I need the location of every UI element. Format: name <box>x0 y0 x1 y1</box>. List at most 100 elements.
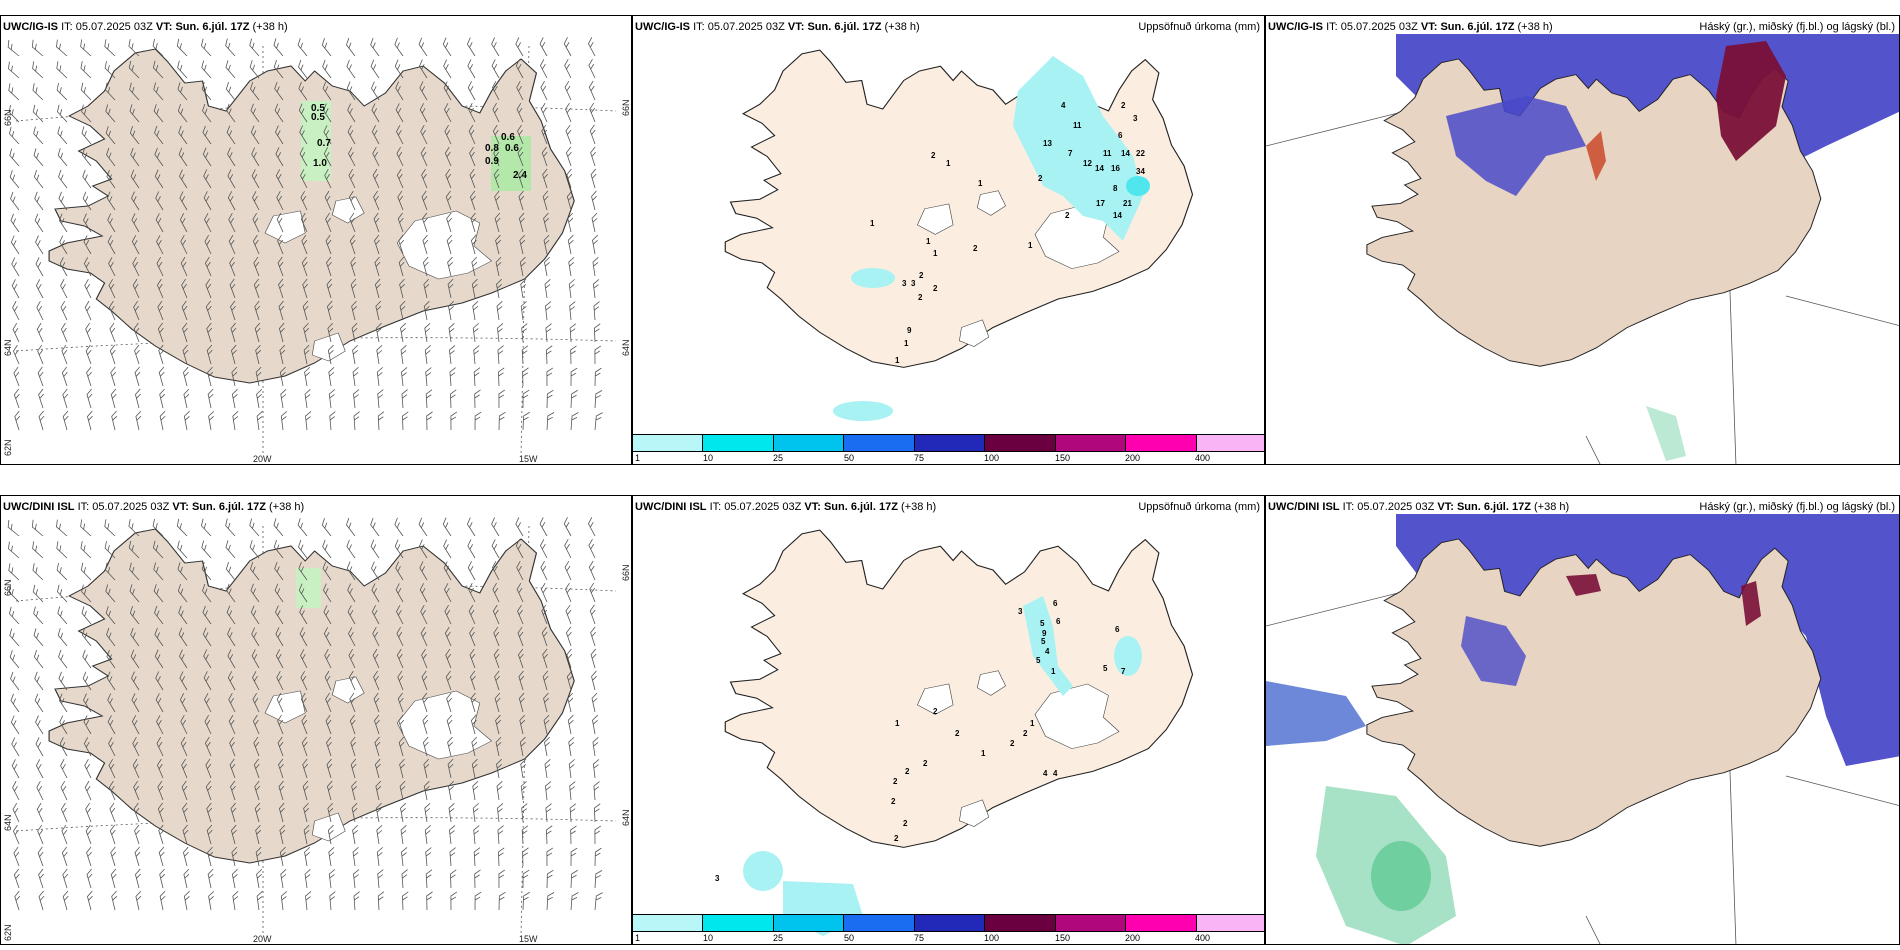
wind-barb <box>448 323 455 343</box>
wind-barb <box>473 367 481 387</box>
precip-amount: 2 <box>1010 739 1015 748</box>
wind-barb <box>37 366 44 387</box>
vt-value: Sun. 6.júl. 17Z <box>175 21 250 33</box>
wind-barb <box>275 147 284 167</box>
wind-barb <box>182 322 188 343</box>
wind-barb <box>349 212 356 233</box>
wind-barb <box>9 126 20 145</box>
wind-barb <box>34 191 44 211</box>
wind-barbs <box>7 37 603 431</box>
wind-barb <box>543 212 549 233</box>
wind-barb <box>205 278 212 299</box>
wind-barb <box>398 714 405 735</box>
wind-barb <box>13 846 20 867</box>
wind-barb <box>159 868 166 889</box>
vt-value: Sun. 6.júl. 17Z <box>1440 21 1515 33</box>
wind-barb <box>587 517 596 537</box>
wind-barb <box>594 825 602 845</box>
wind-barb <box>418 539 428 559</box>
wind-barb <box>569 301 576 321</box>
wind-barb <box>372 168 380 189</box>
wind-barb <box>57 126 68 145</box>
wind-barb <box>9 170 20 189</box>
wind-barb <box>468 583 476 603</box>
wind-barb <box>35 737 44 757</box>
wind-barb <box>82 169 92 189</box>
wind-barb <box>498 411 506 431</box>
wind-barb <box>180 736 188 757</box>
colorbar-tick: 1 <box>635 933 641 943</box>
wind-barb <box>278 758 284 779</box>
wind-barb <box>375 300 382 321</box>
wind-barb <box>59 715 68 735</box>
wind-barb <box>520 781 527 801</box>
wind-barb <box>10 191 20 211</box>
wind-barb <box>157 322 164 343</box>
wind-barb <box>522 847 529 867</box>
wind-barb <box>541 124 548 145</box>
wind-barb <box>492 124 500 145</box>
wind-barb <box>8 104 20 123</box>
wind-barb <box>228 714 236 735</box>
wind-barb <box>471 736 478 757</box>
wind-barb <box>254 300 261 321</box>
wind-barb <box>179 169 188 189</box>
wind-barb <box>34 671 44 691</box>
wind-barb <box>375 802 382 823</box>
lead-time: (+38 h) <box>900 501 937 513</box>
wind-barb <box>425 847 432 867</box>
vt-value: Sun. 6.júl. 17Z <box>1456 501 1531 513</box>
colorbar-segment <box>703 435 774 451</box>
wind-barb <box>324 649 332 669</box>
wind-barb <box>349 234 356 255</box>
wind-barb <box>396 146 404 167</box>
wind-barb <box>177 584 188 603</box>
wind-barb <box>371 81 380 101</box>
wind-barb <box>376 847 383 867</box>
precip-amount: 9 <box>1042 629 1047 638</box>
wind-barb <box>32 83 44 101</box>
wind-barb <box>36 781 44 801</box>
wind-barb <box>249 540 260 559</box>
wind-barb <box>418 59 428 79</box>
high-cloud-area <box>1446 96 1586 196</box>
wind-barb <box>297 38 308 57</box>
wind-barb <box>516 81 524 101</box>
wind-barb <box>110 388 117 409</box>
wind-barb <box>38 410 45 431</box>
wind-barb <box>450 869 457 889</box>
wind-barb <box>13 868 20 889</box>
wind-barb <box>450 891 458 911</box>
it-value: 05.07.2025 03Z <box>707 21 785 33</box>
wind-barb <box>280 868 287 889</box>
wind-panel-ig-is: 0.5 0.5 0.7 1.0 0.6 0.8 0.6 0.9 2.4 UWC/… <box>0 15 632 465</box>
wind-barb <box>371 561 380 581</box>
map-grid-line <box>15 337 617 352</box>
wind-barb <box>352 344 359 365</box>
panel-title: Uppsöfnuð úrkoma (mm) <box>1138 501 1260 513</box>
wind-barb <box>349 714 356 735</box>
precip-amount: 13 <box>1043 139 1052 148</box>
wind-barb <box>183 868 190 889</box>
wind-barb <box>273 60 284 79</box>
wind-barb <box>449 367 456 387</box>
wind-barb <box>301 234 308 255</box>
precip-area <box>1013 56 1143 241</box>
wind-barb <box>7 39 20 57</box>
lat-label: 64N <box>3 339 13 356</box>
precip-amount: 5 <box>1040 619 1045 628</box>
precip-amount: 6 <box>1053 599 1058 608</box>
colorbar-ticks: 1 10 25 50 75 100 150 200 400 <box>633 933 1264 944</box>
wind-barb <box>589 582 596 603</box>
wind-barb <box>401 869 408 889</box>
wind-barb <box>204 714 212 735</box>
precip-amount: 3 <box>902 279 907 288</box>
wind-barb <box>253 736 260 757</box>
wind-barb <box>399 278 405 299</box>
wind-barb <box>84 300 92 321</box>
wind-barb <box>275 649 284 669</box>
colorbar-segment <box>985 915 1056 931</box>
wind-barbs <box>7 517 603 911</box>
wind-barb <box>104 39 116 57</box>
it-label: IT: <box>1326 21 1338 33</box>
